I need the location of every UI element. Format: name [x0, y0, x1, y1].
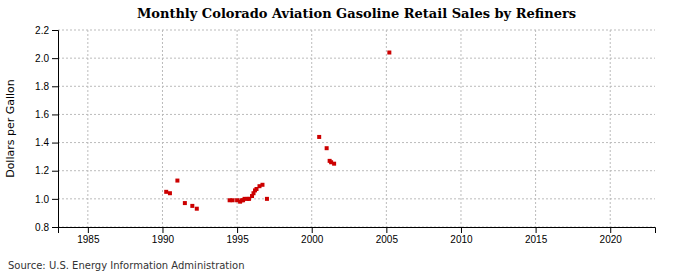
- grid-line-y: [58, 114, 655, 115]
- x-tick: 1995: [226, 227, 249, 245]
- x-tick-mark: [162, 227, 163, 233]
- y-tick: 1.4: [35, 137, 58, 148]
- x-tick-label: 2020: [600, 234, 623, 245]
- y-tick: 2.0: [35, 53, 58, 64]
- x-tick-mark: [88, 227, 89, 233]
- y-tick-mark: [52, 58, 58, 59]
- x-tick-label: 1990: [152, 234, 175, 245]
- grid-line-x: [460, 30, 461, 227]
- grid-line-x: [87, 30, 88, 227]
- x-axis: 1985 1990 1995 2000 2005 2010 2015 2020: [59, 227, 656, 245]
- y-tick-label: 2.0: [35, 53, 49, 64]
- x-tick-mark: [312, 227, 313, 233]
- y-tick-label: 1.2: [35, 165, 49, 176]
- y-tick-label: 1.4: [35, 137, 49, 148]
- point: [265, 197, 269, 201]
- y-tick-label: 2.2: [35, 25, 49, 36]
- x-tick-label: 2015: [525, 234, 548, 245]
- grid-line-y: [58, 58, 655, 59]
- y-tick-label: 0.8: [35, 222, 49, 233]
- grid: [58, 30, 655, 227]
- x-tick-mark: [386, 227, 387, 233]
- x-tick: 1985: [77, 227, 100, 245]
- point: [231, 198, 235, 202]
- source: Source: U.S. Energy Information Administ…: [8, 260, 245, 271]
- x-tick-label: 2005: [376, 234, 399, 245]
- y-tick: 0.8: [35, 222, 58, 233]
- y-tick: 1.0: [35, 194, 58, 205]
- point: [195, 207, 199, 211]
- x-tick: 2005: [376, 227, 399, 245]
- x-tick-mark: [610, 227, 611, 233]
- y-tick-label: 1.8: [35, 81, 49, 92]
- point: [332, 162, 336, 166]
- point: [164, 190, 168, 194]
- points: [164, 51, 391, 211]
- grid-line-y: [58, 170, 655, 171]
- y-axis-title: Dollars per Gallon: [4, 79, 17, 178]
- y-tick: 1.6: [35, 109, 58, 120]
- x-tick: 2020: [600, 227, 623, 245]
- grid-line-y: [58, 198, 655, 199]
- x-tick: 1990: [152, 227, 175, 245]
- x-tick-label: 2010: [450, 234, 473, 245]
- grid-line-y: [58, 86, 655, 87]
- y-tick-mark: [52, 199, 58, 200]
- y-tick-mark: [52, 227, 58, 228]
- point: [317, 135, 321, 139]
- plot: 1985 1990 1995 2000 2005 2010 2015 2020 0.8 1.0 1.…: [35, 25, 655, 245]
- y-tick-mark: [52, 143, 58, 144]
- grid-line-x: [237, 30, 238, 227]
- x-tick: 2015: [525, 227, 548, 245]
- chart: 1985 1990 1995 2000 2005 2010 2015 2020 0.8 1.0 1.…: [0, 0, 675, 275]
- y-tick-label: 1.6: [35, 109, 49, 120]
- x-tick: 2010: [450, 227, 473, 245]
- x-axis-line: [59, 228, 656, 234]
- grid-line-x: [610, 30, 611, 227]
- grid-line-x: [386, 30, 387, 227]
- point: [175, 179, 179, 183]
- x-tick-label: 1985: [77, 234, 100, 245]
- y-tick-mark: [52, 114, 58, 115]
- y-tick: 1.8: [35, 81, 58, 92]
- y-tick: 2.2: [35, 25, 58, 36]
- y-tick-mark: [52, 171, 58, 172]
- grid-line-x: [535, 30, 536, 227]
- grid-line-y: [58, 30, 655, 31]
- x-tick-mark: [461, 227, 462, 233]
- point: [325, 146, 329, 150]
- y-tick-mark: [52, 30, 58, 31]
- point: [190, 204, 194, 208]
- x-tick-label: 2000: [301, 234, 324, 245]
- y-axis: 0.8 1.0 1.2 1.4 1.6 1.8 2.0 2.2: [35, 25, 58, 233]
- y-axis-line: [52, 31, 59, 228]
- y-tick-label: 1.0: [35, 194, 49, 205]
- grid-line-x: [311, 30, 312, 227]
- x-tick-label: 1995: [226, 234, 249, 245]
- x-tick: 2000: [301, 227, 324, 245]
- point: [260, 183, 264, 187]
- x-tick-mark: [237, 227, 238, 233]
- point: [168, 191, 172, 195]
- point: [387, 51, 391, 55]
- x-tick-mark: [536, 227, 537, 233]
- grid-line-x: [162, 30, 163, 227]
- y-tick: 1.2: [35, 165, 58, 176]
- point: [183, 201, 187, 205]
- title: Monthly Colorado Aviation Gasoline Retai…: [137, 6, 576, 21]
- grid-line-y: [58, 142, 655, 143]
- y-tick-mark: [52, 86, 58, 87]
